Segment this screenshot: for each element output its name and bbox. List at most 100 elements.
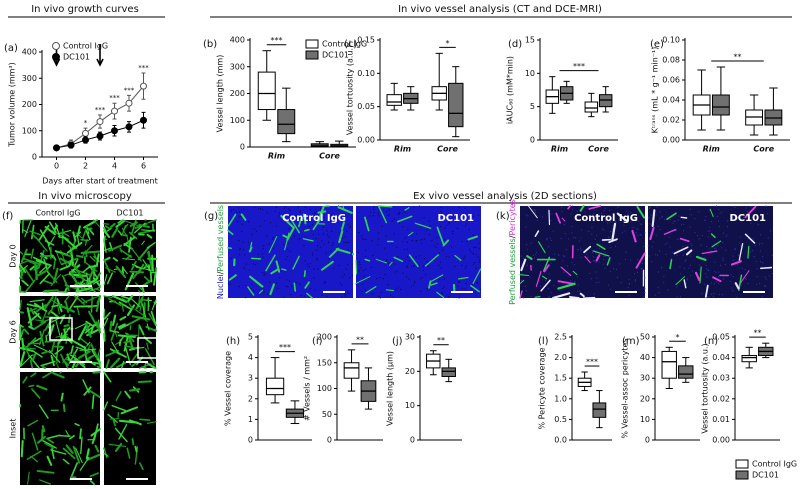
point [96,118,104,126]
nucleus [324,280,326,283]
nucleus [598,261,600,263]
micrograph [356,206,481,298]
nucleus [690,214,692,216]
vessel [69,271,79,286]
y-tick-label: 20 [405,367,415,376]
vessel [62,352,71,364]
vessel [540,279,551,292]
nucleus [637,259,639,261]
nucleus [252,242,254,244]
nucleus [618,263,620,265]
vessel [26,450,42,460]
nucleus [398,211,401,213]
vessel [142,317,148,323]
nucleus [466,223,468,225]
nucleus [530,242,532,244]
vessel [126,447,131,459]
y-tick-label: 20 [640,394,650,403]
vessel [103,258,111,273]
nucleus [470,251,472,253]
nucleus [658,291,660,294]
vessel [67,245,73,250]
nucleus [731,287,733,289]
nucleus [411,239,413,241]
nucleus [342,214,344,216]
vessel [388,261,393,266]
nucleus [578,240,580,242]
box [265,377,285,396]
vessel [141,229,156,232]
box [277,109,296,135]
nucleus [761,242,763,245]
x-tick-label: Rim [394,145,411,154]
nucleus [283,243,285,245]
nucleus [753,256,755,258]
nucleus [612,268,615,270]
nucleus [303,244,305,247]
vessel [472,268,482,284]
nucleus [378,295,380,297]
y-tick-label: 400 [230,36,245,45]
vessel [95,288,101,292]
nucleus [263,272,265,274]
x-tick-label: 2 [83,162,88,171]
nucleus [452,230,454,232]
vessel [83,221,95,229]
y-tick-label: 0 [530,136,535,145]
vessel [73,352,77,358]
nucleus [408,278,410,280]
vessel [744,233,756,244]
nucleus [548,246,550,248]
vessel [38,404,49,419]
nucleus [634,280,636,282]
nucleus [458,281,461,283]
nucleus [754,244,757,247]
vessel [146,323,150,331]
nucleus [534,211,537,213]
vessel [82,244,93,257]
nucleus [737,254,739,256]
nucleus [297,219,299,222]
nucleus [610,247,612,249]
vessel [534,295,541,298]
nucleus [347,292,350,295]
nucleus [426,287,428,290]
nucleus [304,206,307,208]
nucleus [465,282,467,284]
nucleus [771,254,773,256]
nucleus [718,275,720,278]
nucleus [435,246,437,248]
nucleus [746,210,748,212]
nucleus [628,283,630,285]
vessel [145,361,156,369]
vessel [269,283,275,296]
vessel [76,225,81,237]
vessel [138,346,145,349]
nucleus [587,206,590,208]
panel-label: (c) [344,39,357,50]
nucleus [311,224,313,226]
y-axis-label: iAUC₆₀ (mM*min) [506,56,515,124]
nucleus [595,271,597,273]
vessel [50,449,67,455]
y-tick-label: 30 [405,333,415,342]
nucleus [421,242,423,244]
nucleus [614,220,616,222]
nucleus [655,214,657,216]
vessel [520,258,527,272]
nucleus [609,220,612,223]
vessel [568,296,580,299]
nucleus [450,246,453,248]
box [712,94,730,116]
vessel [147,251,152,267]
y-tick-label: 0.06 [662,76,680,85]
nucleus [751,249,753,252]
vessel [80,250,101,255]
nucleus [544,280,547,282]
nucleus [755,260,757,263]
row-label: Day 6 [9,320,18,343]
vessel [393,256,404,263]
vessel [103,311,111,320]
vessel [442,239,450,247]
nucleus [477,256,480,258]
